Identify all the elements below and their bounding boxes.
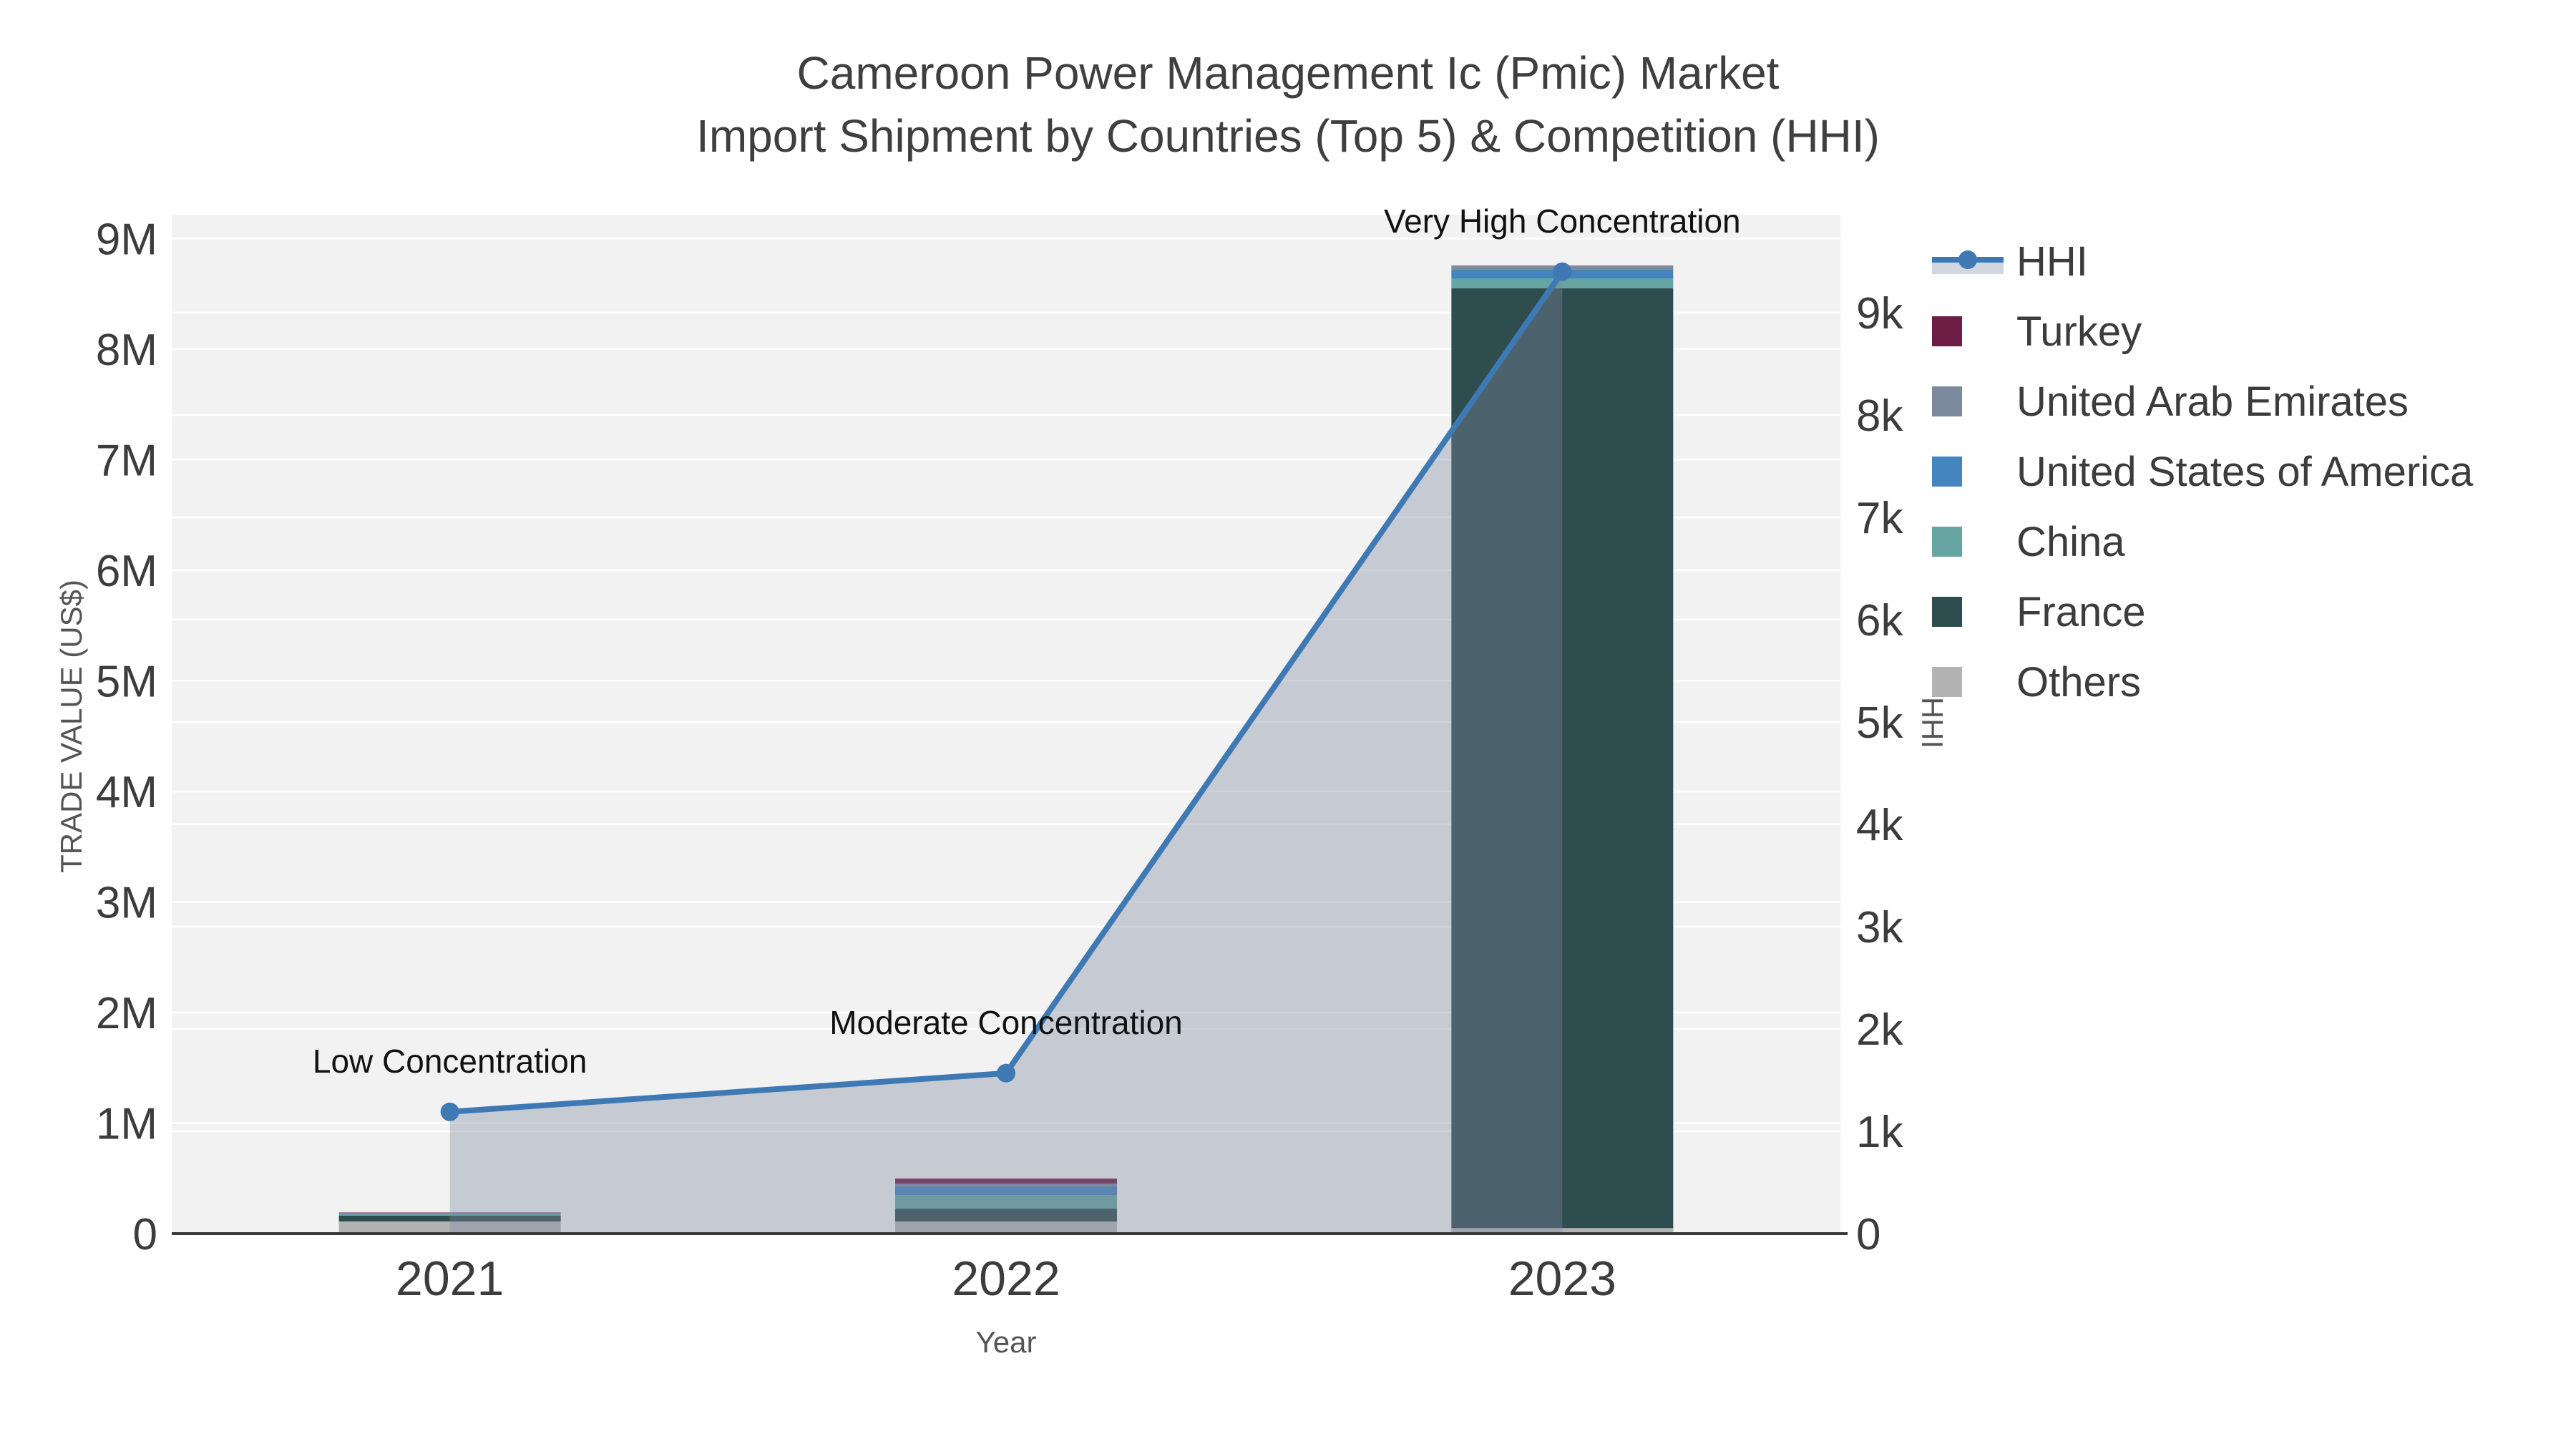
- legend-swatch-box: [1932, 386, 2004, 416]
- legend-label: China: [2016, 518, 2125, 565]
- legend-label: HHI: [2016, 238, 2088, 285]
- legend-label: United Arab Emirates: [2016, 378, 2409, 425]
- bar-segment-others-2022[interactable]: [895, 1221, 1117, 1234]
- y-left-tick-label-1M: 1M: [96, 1099, 157, 1148]
- legend-label: France: [2016, 588, 2146, 635]
- y-left-tick-label-7M: 7M: [96, 436, 157, 485]
- legend-swatch-box: [1932, 316, 2004, 346]
- y-left-axis-title: TRADE VALUE (US$): [54, 580, 88, 873]
- legend-item-united-states-of-america[interactable]: United States of America: [1932, 436, 2473, 507]
- y-left-tick-label-8M: 8M: [96, 326, 157, 375]
- bar-segment-united-states-of-america-2022[interactable]: [895, 1186, 1117, 1196]
- x-tick-label-2023: 2023: [1508, 1252, 1616, 1306]
- legend-swatch-others-icon: [1932, 667, 1962, 697]
- y-right-tick-label-1k: 1k: [1856, 1108, 1903, 1157]
- legend-swatch-box: [1932, 597, 2004, 627]
- y-right-tick-label-8k: 8k: [1856, 391, 1903, 441]
- x-tick-label-2022: 2022: [952, 1252, 1060, 1306]
- legend-label: Turkey: [2016, 308, 2142, 355]
- y-left-tick-label-0: 0: [133, 1210, 157, 1259]
- legend-swatch-usa-icon: [1932, 457, 1962, 487]
- legend-swatch-china-icon: [1932, 527, 1962, 557]
- legend-swatch-box: [1932, 667, 2004, 697]
- hhi-marker-2021[interactable]: [440, 1102, 459, 1121]
- y-right-tick-label-7k: 7k: [1856, 494, 1903, 543]
- legend-item-hhi[interactable]: HHI: [1932, 226, 2473, 296]
- y-right-tick-label-3k: 3k: [1856, 903, 1903, 952]
- y-left-tick-label-5M: 5M: [96, 657, 157, 706]
- hhi-marker-2022[interactable]: [997, 1063, 1015, 1083]
- bar-segment-china-2021[interactable]: [338, 1214, 561, 1216]
- y-right-tick-label-5k: 5k: [1856, 698, 1903, 748]
- y-left-tick-label-2M: 2M: [96, 989, 157, 1038]
- y-right-tick-label-6k: 6k: [1856, 596, 1903, 645]
- chart-title: Cameroon Power Management Ic (Pmic) Mark…: [0, 42, 2576, 167]
- legend-swatch-box: [1932, 240, 2004, 283]
- hhi-marker-dot-icon: [1958, 250, 1977, 269]
- y-left-tick-label-4M: 4M: [96, 768, 157, 817]
- legend-label: United States of America: [2016, 448, 2474, 495]
- legend: HHI Turkey United Arab Emirates United S…: [1932, 226, 2473, 717]
- legend-swatch-turkey-icon: [1932, 316, 1962, 346]
- legend-swatch-box: [1932, 457, 2004, 487]
- bar-segment-china-2023[interactable]: [1451, 278, 1674, 288]
- legend-item-turkey[interactable]: Turkey: [1932, 296, 2473, 366]
- bar-segment-turkey-2021[interactable]: [338, 1212, 561, 1214]
- hhi-area-fill: [449, 271, 1563, 1234]
- bar-segment-others-2023[interactable]: [1451, 1228, 1674, 1234]
- annotation-low-concentration: Low Concentration: [312, 1042, 587, 1080]
- annotation-very-high-concentration: Very High Concentration: [1384, 202, 1741, 240]
- legend-item-others[interactable]: Others: [1932, 647, 2473, 717]
- legend-item-france[interactable]: France: [1932, 577, 2473, 647]
- annotation-moderate-concentration: Moderate Concentration: [829, 1003, 1183, 1041]
- legend-item-united-arab-emirates[interactable]: United Arab Emirates: [1932, 366, 2473, 436]
- legend-label: Others: [2016, 658, 2142, 706]
- bar-segment-france-2021[interactable]: [338, 1215, 561, 1222]
- y-right-tick-label-0: 0: [1856, 1210, 1880, 1259]
- y-left-tick-label-6M: 6M: [96, 547, 157, 596]
- legend-swatch-uae-icon: [1932, 386, 1962, 416]
- bar-segment-united-arab-emirates-2022[interactable]: [895, 1184, 1117, 1187]
- x-axis-title: Year: [975, 1325, 1037, 1359]
- hhi-line-swatch-icon: [1932, 240, 2004, 283]
- bar-segment-china-2022[interactable]: [895, 1195, 1117, 1209]
- bar-segment-turkey-2022[interactable]: [895, 1179, 1117, 1184]
- y-right-tick-label-2k: 2k: [1856, 1005, 1903, 1055]
- bar-segment-others-2021[interactable]: [338, 1221, 561, 1234]
- y-right-tick-label-4k: 4k: [1856, 801, 1903, 850]
- y-left-tick-label-3M: 3M: [96, 878, 157, 927]
- hhi-marker-2023[interactable]: [1553, 262, 1572, 281]
- bar-segment-france-2022[interactable]: [895, 1209, 1117, 1222]
- x-tick-label-2021: 2021: [396, 1252, 504, 1306]
- y-left-tick-label-9M: 9M: [96, 215, 157, 264]
- bar-segment-france-2023[interactable]: [1451, 288, 1674, 1229]
- chart-title-line2: Import Shipment by Countries (Top 5) & C…: [696, 110, 1880, 162]
- chart-title-line1: Cameroon Power Management Ic (Pmic) Mark…: [796, 47, 1780, 99]
- y-right-tick-label-9k: 9k: [1856, 289, 1903, 338]
- legend-item-china[interactable]: China: [1932, 507, 2473, 577]
- legend-swatch-france-icon: [1932, 597, 1962, 627]
- legend-swatch-box: [1932, 527, 2004, 557]
